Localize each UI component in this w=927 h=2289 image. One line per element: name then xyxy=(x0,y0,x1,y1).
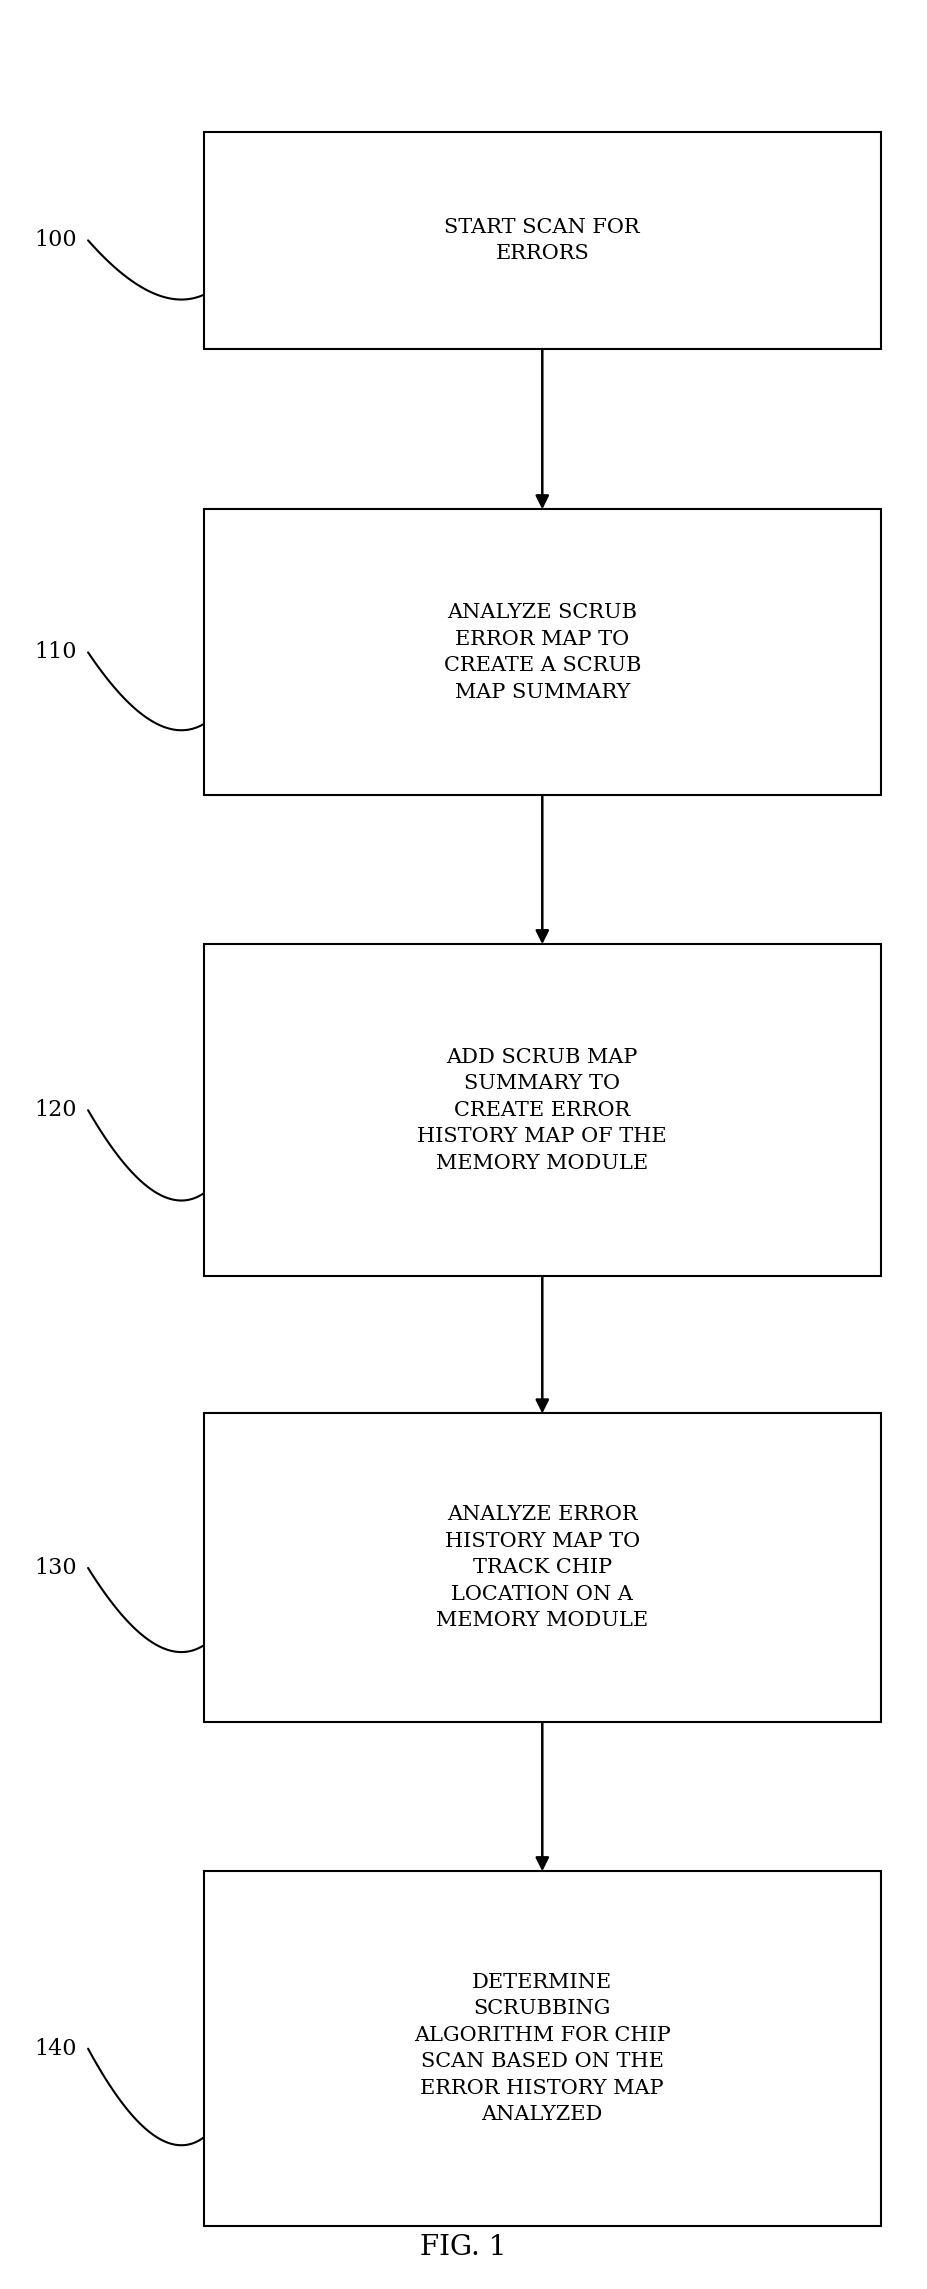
Bar xyxy=(204,1872,881,2225)
Bar xyxy=(204,1412,881,1721)
Text: FIG. 1: FIG. 1 xyxy=(420,2234,507,2262)
Text: ANALYZE ERROR
HISTORY MAP TO
TRACK CHIP
LOCATION ON A
MEMORY MODULE: ANALYZE ERROR HISTORY MAP TO TRACK CHIP … xyxy=(437,1506,648,1630)
Text: ADD SCRUB MAP
SUMMARY TO
CREATE ERROR
HISTORY MAP OF THE
MEMORY MODULE: ADD SCRUB MAP SUMMARY TO CREATE ERROR HI… xyxy=(417,1048,667,1172)
Text: DETERMINE
SCRUBBING
ALGORITHM FOR CHIP
SCAN BASED ON THE
ERROR HISTORY MAP
ANALY: DETERMINE SCRUBBING ALGORITHM FOR CHIP S… xyxy=(414,1973,670,2124)
Text: 130: 130 xyxy=(34,1557,77,1579)
Bar xyxy=(204,943,881,1277)
Text: 120: 120 xyxy=(34,1099,77,1122)
Text: 140: 140 xyxy=(34,2037,77,2060)
Text: 100: 100 xyxy=(34,229,77,252)
Bar xyxy=(204,133,881,348)
Text: ANALYZE SCRUB
ERROR MAP TO
CREATE A SCRUB
MAP SUMMARY: ANALYZE SCRUB ERROR MAP TO CREATE A SCRU… xyxy=(444,602,641,703)
Text: 110: 110 xyxy=(34,641,77,664)
Text: START SCAN FOR
ERRORS: START SCAN FOR ERRORS xyxy=(444,217,641,263)
Bar xyxy=(204,510,881,797)
